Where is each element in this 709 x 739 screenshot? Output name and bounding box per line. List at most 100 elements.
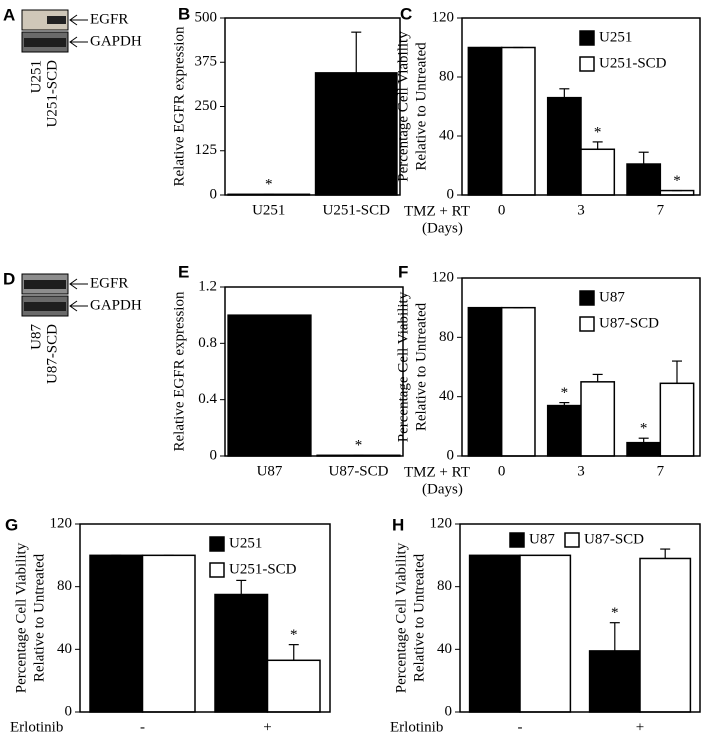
y-tick-label: 125 xyxy=(195,142,218,158)
bar xyxy=(626,441,662,457)
x-axis-label: Erlotinib xyxy=(10,719,63,735)
legend-label: U251 xyxy=(229,535,262,551)
bar xyxy=(659,382,695,457)
panel-letter: C xyxy=(400,4,412,23)
legend-label: U87 xyxy=(599,289,625,305)
y-axis-label: Relative to Untreated xyxy=(31,553,47,682)
legend-swatch xyxy=(579,30,595,46)
error-bar xyxy=(288,644,299,661)
plot-frame xyxy=(79,523,331,713)
band-label: GAPDH xyxy=(90,297,142,313)
x-tick-label: 0 xyxy=(498,202,506,218)
y-tick-label: 0 xyxy=(447,447,455,463)
legend-swatch xyxy=(209,562,225,578)
y-tick-label: 0 xyxy=(210,447,218,463)
blot-signal xyxy=(47,16,66,24)
y-tick-label: 80 xyxy=(437,578,452,594)
x-tick-label: U87 xyxy=(257,463,283,479)
bar xyxy=(89,554,144,713)
lane-label: U87 xyxy=(28,324,44,350)
x-axis-label: TMZ + RT xyxy=(404,464,470,480)
bar xyxy=(227,314,312,457)
legend-label: U251 xyxy=(599,29,632,45)
y-tick-label: 120 xyxy=(50,515,73,531)
legend-label: U87-SCD xyxy=(584,531,644,547)
lane-label: U251 xyxy=(28,60,44,93)
y-tick-label: 250 xyxy=(195,98,218,114)
bar xyxy=(546,404,582,457)
bar xyxy=(500,46,536,196)
legend-swatch xyxy=(564,532,580,548)
y-tick-label: 120 xyxy=(430,515,453,531)
error-bar xyxy=(236,579,247,595)
band-label: EGFR xyxy=(90,11,128,27)
panel-letter: B xyxy=(178,4,190,23)
y-tick-label: 40 xyxy=(439,127,454,143)
significance-marker: * xyxy=(611,605,619,621)
lane-label: U87-SCD xyxy=(44,324,60,384)
y-tick-label: 0 xyxy=(210,186,218,202)
y-axis-label: Relative to Untreated xyxy=(413,302,429,431)
legend-swatch xyxy=(579,290,595,306)
blot-signal xyxy=(24,302,66,311)
blot-signal xyxy=(24,280,66,289)
error-bar xyxy=(592,141,603,150)
x-axis-label: Erlotinib xyxy=(390,719,443,735)
significance-marker: * xyxy=(355,438,363,454)
x-tick-label: U251-SCD xyxy=(322,202,390,218)
panel-letter: G xyxy=(5,515,18,534)
x-tick-label: - xyxy=(140,719,145,735)
legend-label: U87-SCD xyxy=(599,315,659,331)
x-tick-label: 3 xyxy=(577,463,585,479)
bar xyxy=(214,593,269,713)
bar xyxy=(468,554,521,713)
significance-marker: * xyxy=(290,627,298,643)
x-axis-note: (Days) xyxy=(422,481,463,497)
x-tick-label: U251 xyxy=(252,202,285,218)
bar xyxy=(546,96,582,196)
y-axis-label: Percentage Cell Viability xyxy=(393,542,409,693)
bar xyxy=(639,557,692,713)
y-axis-label: Percentage Cell Viability xyxy=(395,291,411,442)
bar xyxy=(467,46,503,196)
y-tick-label: 0 xyxy=(65,703,73,719)
y-tick-label: 0.8 xyxy=(198,335,217,351)
error-bar xyxy=(559,402,570,406)
panel-letter: D xyxy=(3,269,15,288)
y-tick-label: 40 xyxy=(437,641,452,657)
lane-label: U251-SCD xyxy=(44,60,60,128)
y-axis-label: Percentage Cell Viability xyxy=(13,542,29,693)
significance-marker: * xyxy=(673,173,681,189)
plot-frame xyxy=(461,17,701,196)
y-tick-label: 500 xyxy=(195,9,218,25)
x-tick-label: U87-SCD xyxy=(328,463,388,479)
y-tick-label: 1.2 xyxy=(198,278,217,294)
significance-marker: * xyxy=(640,421,648,437)
error-bar xyxy=(609,622,620,651)
legend-label: U251-SCD xyxy=(599,55,667,71)
plot-frame xyxy=(459,523,701,713)
y-tick-label: 0.4 xyxy=(198,391,217,407)
arrow-head xyxy=(69,278,78,290)
legend-swatch xyxy=(209,536,225,552)
legend-swatch xyxy=(579,56,595,72)
bar xyxy=(626,163,662,196)
arrow-head xyxy=(69,14,78,26)
x-tick-label: + xyxy=(263,719,271,735)
y-tick-label: 40 xyxy=(439,388,454,404)
y-tick-label: 0 xyxy=(447,186,455,202)
error-bar xyxy=(351,31,362,73)
y-tick-label: 120 xyxy=(432,269,455,285)
y-tick-label: 80 xyxy=(439,68,454,84)
bar xyxy=(580,148,616,196)
legend-swatch xyxy=(509,532,525,548)
x-axis-note: (Days) xyxy=(422,220,463,236)
panel-letter: F xyxy=(398,262,408,281)
x-tick-label: - xyxy=(518,719,523,735)
significance-marker: * xyxy=(265,177,273,193)
x-tick-label: 7 xyxy=(657,202,665,218)
arrow-head xyxy=(69,36,78,48)
significance-marker: * xyxy=(561,385,569,401)
y-tick-label: 80 xyxy=(439,329,454,345)
error-bar xyxy=(671,360,682,384)
